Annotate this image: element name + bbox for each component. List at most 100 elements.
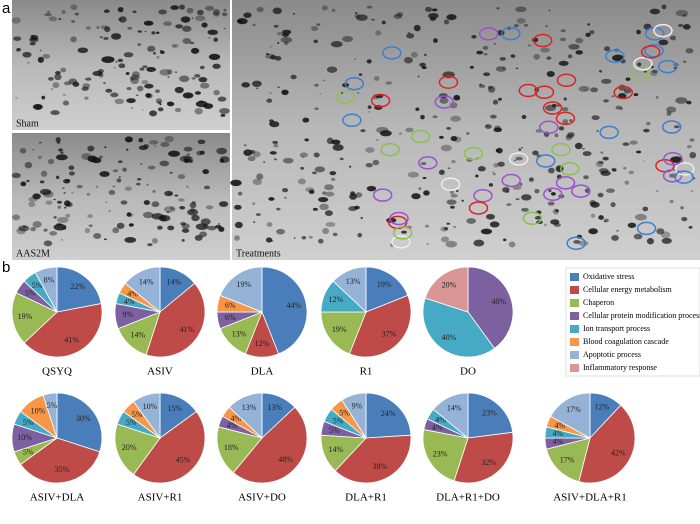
gel-spot bbox=[624, 180, 630, 185]
gel-spot bbox=[354, 58, 356, 60]
gel-spot bbox=[167, 76, 170, 78]
gel-spot bbox=[138, 138, 144, 143]
gel-spot bbox=[152, 238, 158, 244]
gel-spot bbox=[147, 45, 156, 52]
gel-spot bbox=[43, 240, 53, 247]
gel-spot bbox=[207, 225, 217, 231]
pie-title: ASIV+DLA bbox=[30, 492, 85, 504]
gel-spot bbox=[578, 85, 590, 92]
gel-spot bbox=[269, 92, 272, 95]
gel-spot bbox=[139, 67, 145, 71]
gel-spot bbox=[574, 142, 583, 150]
gel-spot bbox=[314, 107, 319, 110]
gel-spot bbox=[682, 23, 691, 30]
gel-spot bbox=[443, 19, 450, 25]
gel-spot bbox=[60, 151, 64, 154]
gel-spot bbox=[323, 79, 326, 82]
gel-spot bbox=[39, 49, 42, 52]
spot-marker bbox=[468, 201, 489, 215]
gel-spot bbox=[590, 213, 596, 218]
gel-spot bbox=[489, 221, 500, 228]
gel-spot bbox=[179, 206, 186, 210]
gel-spot bbox=[599, 69, 603, 73]
gel-spot bbox=[103, 238, 107, 241]
gel-spot bbox=[174, 86, 184, 94]
slice-label: 48% bbox=[278, 455, 293, 464]
gel-spot bbox=[126, 98, 136, 104]
gel-spot bbox=[543, 223, 547, 227]
gel-spot bbox=[269, 151, 277, 155]
gel-spot bbox=[469, 65, 474, 69]
gel-spot bbox=[243, 144, 247, 147]
pie-title: DLA+R1+DO bbox=[436, 492, 500, 504]
gel-spot bbox=[513, 159, 517, 161]
pie-slice bbox=[550, 392, 591, 439]
pie-slice bbox=[320, 311, 367, 355]
gel-spot bbox=[120, 200, 128, 205]
gel-spot bbox=[253, 221, 256, 224]
gel-spot bbox=[265, 237, 273, 243]
panel-label: a bbox=[2, 0, 11, 17]
gel-spot bbox=[60, 67, 67, 73]
spot-marker bbox=[543, 187, 563, 201]
gel-spot bbox=[548, 167, 555, 174]
gel-spot bbox=[143, 20, 154, 26]
gel-spot bbox=[41, 95, 46, 100]
gel-spot bbox=[318, 238, 324, 244]
gel-spot bbox=[270, 55, 277, 60]
gel-spot bbox=[375, 30, 382, 36]
gel-spot bbox=[499, 56, 506, 61]
spot-marker bbox=[370, 93, 391, 108]
gel-spot bbox=[273, 158, 278, 161]
pie-title: DO bbox=[460, 366, 476, 378]
gel-spot bbox=[186, 185, 189, 188]
gel-spot bbox=[483, 53, 488, 56]
gel-spot bbox=[205, 5, 215, 11]
gel-spot bbox=[108, 210, 111, 212]
gel-spot bbox=[367, 105, 372, 109]
gel-spot bbox=[276, 228, 285, 235]
pie-slice bbox=[578, 404, 636, 484]
gel-spot bbox=[62, 94, 66, 96]
gel-spot bbox=[58, 17, 62, 21]
pie-slice bbox=[42, 392, 58, 439]
gel-spot bbox=[160, 141, 170, 148]
gel-spot bbox=[183, 146, 193, 152]
gel-spot bbox=[521, 114, 527, 119]
gel-spot bbox=[97, 68, 104, 74]
slice-label: 24% bbox=[381, 409, 396, 418]
gel-spot bbox=[123, 52, 134, 58]
slice-label: 23% bbox=[482, 409, 497, 418]
gel-spot bbox=[297, 178, 306, 185]
gel-spot bbox=[256, 213, 261, 216]
gel-spot bbox=[143, 211, 154, 219]
gel-spot bbox=[683, 60, 687, 63]
spot-marker bbox=[393, 226, 413, 240]
gel-spot bbox=[70, 36, 77, 43]
gel-spot bbox=[156, 31, 160, 34]
gel-spot bbox=[110, 92, 119, 98]
gel-treatments bbox=[232, 0, 700, 260]
slice-label: 12% bbox=[595, 403, 610, 412]
slice-label: 6% bbox=[225, 301, 236, 310]
gel-spot bbox=[217, 96, 227, 102]
spot-marker bbox=[473, 188, 493, 203]
gel-spot bbox=[170, 5, 179, 10]
legend-swatch bbox=[570, 299, 579, 307]
slice-label: 40% bbox=[491, 297, 506, 306]
gel-spot bbox=[126, 212, 132, 217]
gel-spot bbox=[523, 23, 529, 27]
legend-label: Cellular protein modification process bbox=[583, 311, 700, 320]
pie-slice bbox=[467, 266, 514, 349]
slice-label: 42% bbox=[611, 448, 626, 457]
legend-swatch bbox=[570, 351, 579, 359]
slice-label: 8% bbox=[44, 275, 55, 284]
gel-spot bbox=[633, 93, 639, 97]
gel-spot bbox=[597, 192, 604, 198]
gel-spot bbox=[385, 81, 393, 85]
gel-spot bbox=[655, 96, 659, 99]
gel-spot bbox=[558, 60, 569, 66]
slice-label: 13% bbox=[232, 330, 247, 339]
slice-label: 12% bbox=[329, 295, 344, 304]
gel-spot bbox=[446, 14, 457, 21]
